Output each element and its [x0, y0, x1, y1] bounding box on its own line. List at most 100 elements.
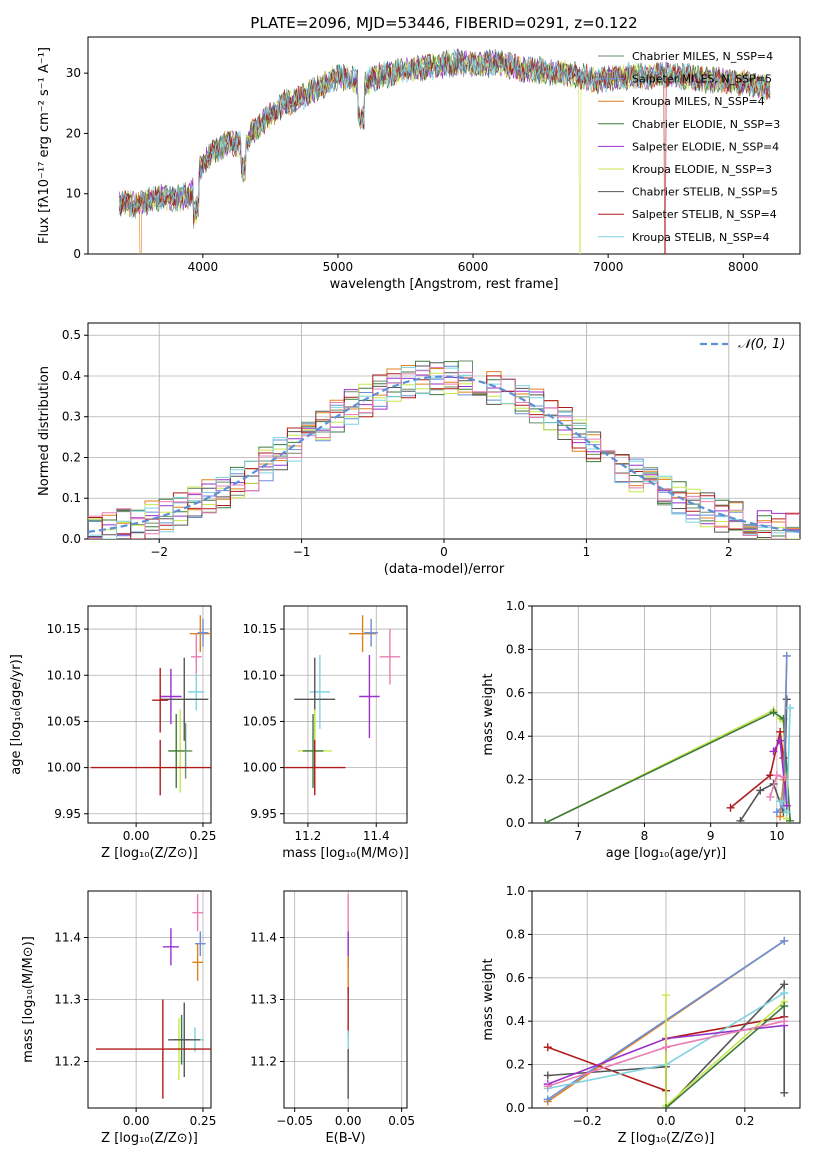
legend-label: Salpeter STELIB, N_SSP=4	[632, 208, 777, 221]
error-bar-point	[379, 629, 401, 685]
x-tick-label: 6000	[458, 260, 489, 274]
weight-marker	[786, 703, 795, 712]
weight-marker	[756, 786, 765, 795]
x-tick-label: 0	[440, 545, 448, 559]
weight-marker	[662, 1104, 670, 1108]
legend-label: Kroupa ELODIE, N_SSP=3	[632, 163, 772, 176]
x-tick-label: 0.25	[190, 829, 217, 843]
x-tick-label: 0.00	[335, 1114, 362, 1128]
y-tick-label: 11.4	[250, 931, 277, 945]
x-tick-label: 0.00	[123, 829, 150, 843]
x-axis-label: Z [log₁₀(Z/Z⊙)]	[101, 846, 198, 861]
x-tick-label: 7	[575, 829, 583, 843]
legend-label: Salpeter MILES, N_SSP=5	[632, 73, 772, 86]
y-tick-label: 0.2	[506, 1058, 525, 1072]
y-tick-label: 0.5	[62, 328, 81, 342]
y-tick-label: 0.0	[62, 532, 81, 546]
weight-marker	[769, 747, 778, 756]
x-axis-label: mass [log₁₀(M/M⊙)]	[282, 846, 409, 861]
axes-frame	[87, 36, 801, 255]
y-tick-label: 11.3	[54, 993, 81, 1007]
x-axis-label: E(B-V)	[325, 1131, 365, 1146]
error-bar-point	[192, 943, 203, 981]
error-bar-point	[160, 657, 209, 741]
x-tick-label: 10	[769, 829, 784, 843]
mass-weight-vs-age-panel: 7 8 9 10 0.0 0.2 0.4 0.6 0.8 1.0 age [log₁₀(age/yr…	[481, 599, 801, 861]
x-tick-label: 8	[641, 829, 649, 843]
y-axis-label: mass weight	[481, 673, 496, 755]
y-axis-label: mass weight	[481, 958, 496, 1040]
weight-marker	[776, 727, 785, 736]
weight-marker	[782, 695, 791, 704]
y-tick-label: 1.0	[506, 884, 525, 898]
weight-marker	[769, 708, 778, 717]
weight-line	[665, 995, 785, 1108]
error-bar-point	[194, 931, 206, 957]
axes-frame	[87, 605, 212, 824]
error-bar-point	[178, 723, 193, 779]
spectrum-line	[118, 49, 771, 220]
weight-marker	[772, 771, 781, 780]
y-tick-label: 0.6	[506, 686, 525, 700]
y-tick-label: 11.3	[250, 993, 277, 1007]
weight-marker	[766, 792, 775, 801]
error-bar-point	[188, 673, 205, 711]
weight-marker	[776, 736, 785, 745]
histogram-step	[88, 373, 800, 539]
error-bar-point	[90, 739, 211, 796]
age-vs-Z-panel: 0.00 0.25 9.95 10.00 10.05 10.10 10.15 Z [log₁₀…	[9, 605, 217, 861]
weight-marker	[736, 816, 745, 823]
x-tick-label: 0.0	[656, 1114, 675, 1128]
mass-weight-vs-Z-panel: −0.2 0.0 0.2 0.0 0.2 0.4 0.6 0.8 1.0 Z [log₁₀(Z/Z…	[481, 884, 801, 1146]
error-bar-point	[284, 739, 346, 796]
legend-label: Chabrier ELODIE, N_SSP=3	[632, 118, 780, 131]
weight-marker	[662, 991, 670, 1000]
weight-marker	[780, 980, 789, 989]
y-tick-label: 9.95	[250, 807, 277, 821]
weight-marker	[780, 1017, 789, 1026]
weight-marker	[780, 773, 789, 782]
y-tick-label: 10.00	[243, 761, 277, 775]
y-axis-label: age [log₁₀(age/yr)]	[9, 654, 24, 775]
legend-label: Kroupa MILES, N_SSP=4	[632, 95, 765, 108]
y-tick-label: 0	[73, 247, 81, 261]
axes-frame	[531, 605, 801, 824]
x-tick-label: −1	[293, 545, 311, 559]
x-tick-label: 0.2	[735, 1114, 754, 1128]
legend-label: Chabrier MILES, N_SSP=4	[632, 50, 773, 63]
weight-marker	[780, 936, 789, 945]
y-tick-label: 20	[66, 126, 81, 140]
y-tick-label: 10.15	[243, 622, 277, 636]
y-tick-label: 0.8	[506, 642, 525, 656]
x-tick-label: 8000	[728, 260, 759, 274]
error-bar-point	[348, 615, 377, 653]
y-tick-label: 0.4	[62, 369, 81, 383]
error-bar-point	[96, 999, 211, 1099]
y-tick-label: 11.2	[54, 1055, 81, 1069]
y-tick-label: 0.0	[506, 1101, 525, 1115]
x-tick-label: 5000	[323, 260, 354, 274]
weight-marker	[662, 1043, 670, 1052]
spectrum-line	[118, 48, 771, 254]
y-tick-label: 0.4	[506, 1014, 525, 1028]
error-bar-point	[359, 654, 380, 739]
weight-marker	[776, 812, 785, 821]
weight-marker	[543, 1071, 552, 1080]
error-bar-point	[309, 654, 331, 729]
x-tick-label: −0.05	[276, 1114, 313, 1128]
x-tick-label: 1	[583, 545, 591, 559]
error-bar-point	[168, 1002, 201, 1077]
y-tick-label: 30	[66, 66, 81, 80]
error-bar-point	[160, 668, 182, 725]
weight-marker	[541, 819, 550, 823]
error-bar-point	[189, 615, 211, 653]
spectrum-line	[118, 49, 771, 219]
weight-marker	[726, 803, 735, 812]
y-tick-label: 0.3	[62, 410, 81, 424]
x-axis-label: age [log₁₀(age/yr)]	[606, 846, 727, 861]
x-axis-label: Z [log₁₀(Z/Z⊙)]	[618, 1131, 715, 1146]
error-bar-point	[190, 633, 202, 680]
legend-label: Chabrier STELIB, N_SSP=5	[632, 186, 778, 199]
legend-label: 𝒩(0, 1)	[738, 337, 785, 352]
y-tick-label: 11.4	[54, 931, 81, 945]
